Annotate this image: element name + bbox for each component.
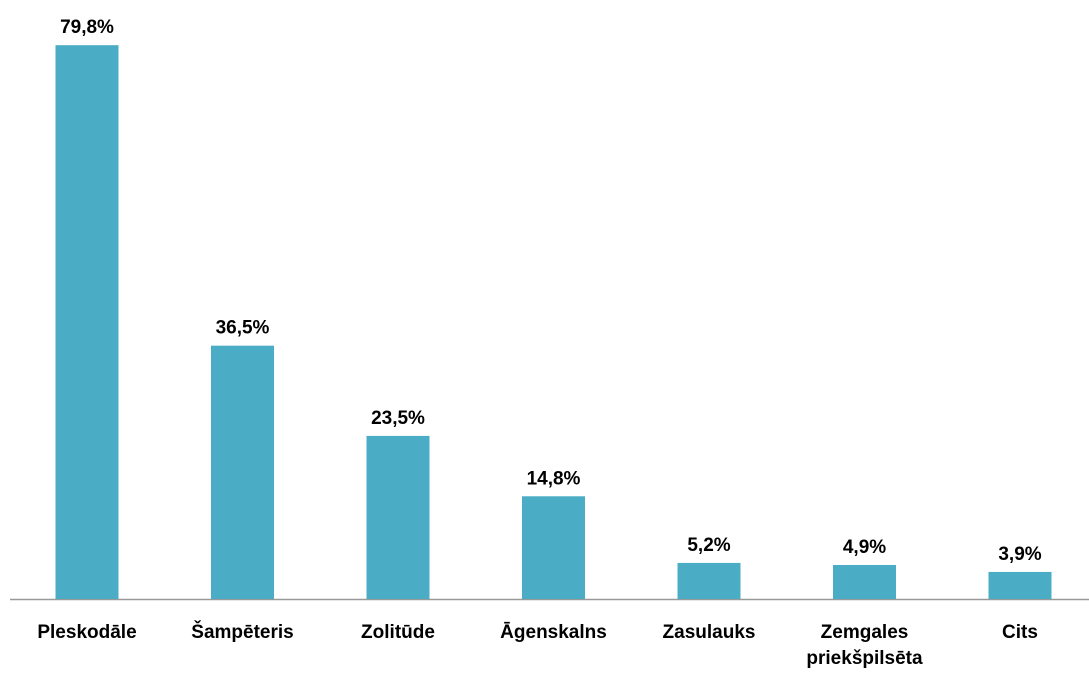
x-tick-label: Zasulauks [662, 622, 756, 643]
bar [366, 435, 430, 599]
bar [211, 345, 274, 599]
x-tick-label: Cits [1002, 622, 1038, 643]
data-label: 23,5% [371, 408, 425, 429]
x-tick-label: Āgenskalns [500, 622, 607, 643]
data-label: 3,9% [998, 544, 1041, 565]
data-label: 79,8% [60, 17, 114, 38]
x-tick-label: Zemgales priekšpilsēta [806, 622, 923, 669]
x-tick-label: Zolitūde [361, 622, 435, 643]
data-label: 14,8% [527, 468, 581, 489]
bar [833, 564, 896, 599]
bar [55, 45, 119, 600]
data-label: 36,5% [216, 318, 270, 339]
bar [522, 496, 585, 599]
x-tick-label: Pleskodāle [37, 622, 137, 643]
bar [677, 562, 741, 599]
data-label: 4,9% [843, 537, 886, 558]
x-tick-label: Šampēteris [191, 622, 294, 643]
data-label: 5,2% [687, 535, 730, 556]
bar [988, 571, 1052, 599]
